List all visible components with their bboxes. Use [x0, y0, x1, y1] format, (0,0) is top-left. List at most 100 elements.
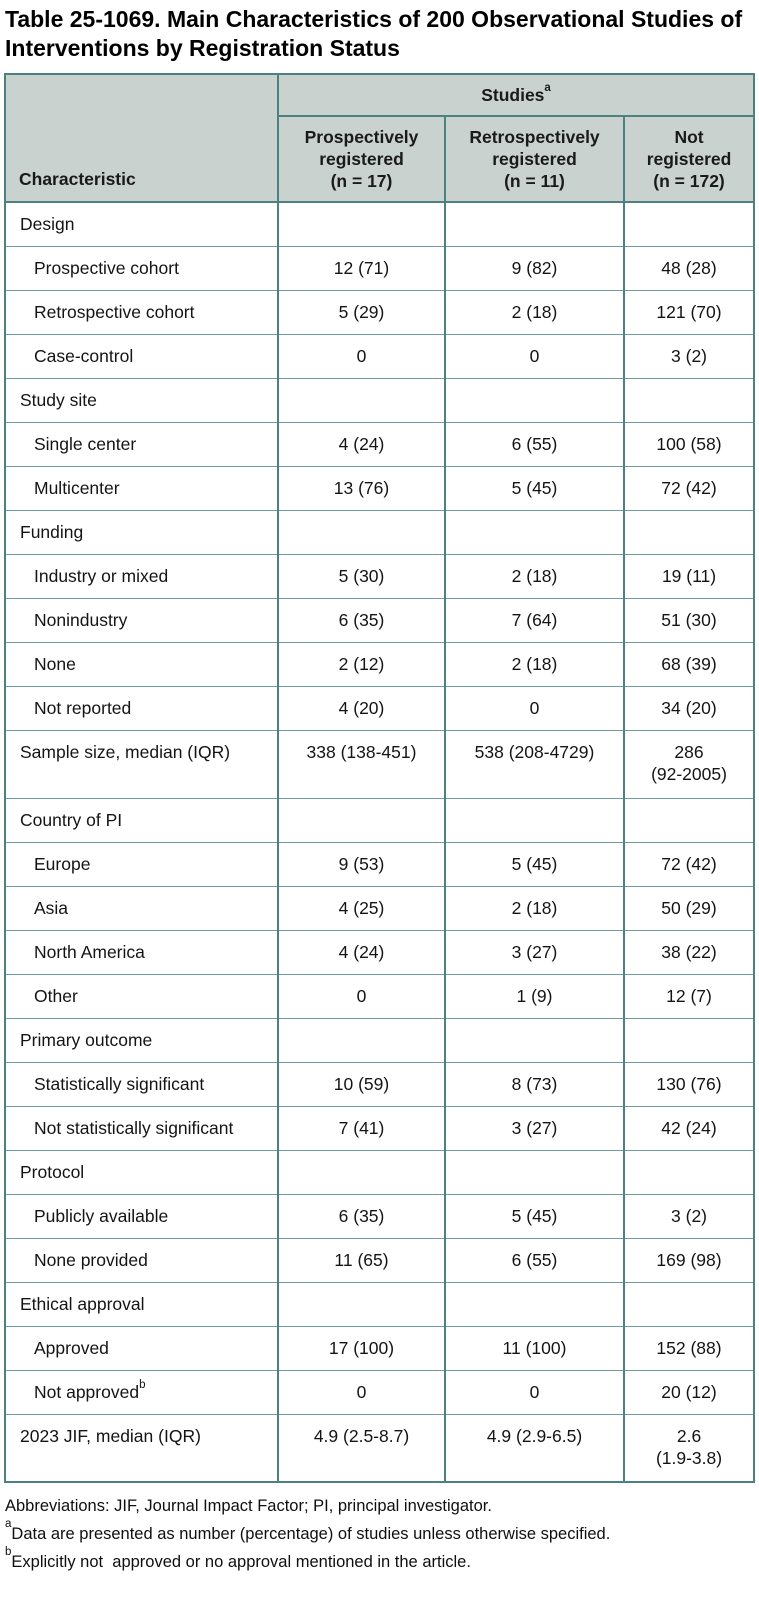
footnote-abbreviations: Abbreviations: JIF, Journal Impact Facto…	[5, 1497, 492, 1515]
cell-value	[444, 377, 625, 423]
row-label: Case-control	[4, 333, 279, 379]
table-row-nonindustry: Nonindustry 6 (35) 7 (64) 51 (30)	[4, 597, 756, 643]
table-row-statistically-significant: Statistically significant 10 (59) 8 (73)…	[4, 1061, 756, 1107]
cell-value: 9 (53)	[277, 841, 446, 887]
cell-value: 0	[277, 973, 446, 1019]
cell-value: 34 (20)	[622, 685, 756, 731]
cell-value: 2 (12)	[277, 641, 446, 687]
table-row-case-control: Case-control 0 0 3 (2)	[4, 333, 756, 379]
row-label: None	[4, 641, 279, 687]
footnote-marker-b-icon: b	[5, 1546, 12, 1558]
row-label: Industry or mixed	[4, 553, 279, 599]
row-label: Other	[4, 973, 279, 1019]
cell-value	[444, 1149, 625, 1195]
cell-value: 12 (7)	[622, 973, 756, 1019]
cell-value: 130 (76)	[622, 1061, 756, 1107]
cell-value: 4.9 (2.5-8.7)	[277, 1413, 446, 1483]
table-row-not-approved: Not approvedb 0 0 20 (12)	[4, 1369, 756, 1415]
table-row-primary-outcome: Primary outcome	[4, 1017, 756, 1063]
table-header: Characteristic Studiesa Prospectively re…	[4, 73, 756, 203]
cell-value: 0	[277, 333, 446, 379]
row-label: Not statistically significant	[4, 1105, 279, 1151]
table-row-ethical-approval: Ethical approval	[4, 1281, 756, 1327]
cell-value: 4.9 (2.9-6.5)	[444, 1413, 625, 1483]
cell-value	[444, 1017, 625, 1063]
table-row-protocol: Protocol	[4, 1149, 756, 1195]
cell-value: 3 (2)	[622, 1193, 756, 1239]
cell-value: 19 (11)	[622, 553, 756, 599]
cell-value: 2 (18)	[444, 885, 625, 931]
footnote-marker-b-icon: b	[139, 1378, 146, 1391]
cell-value	[444, 1281, 625, 1327]
table-row-sample-size: Sample size, median (IQR) 338 (138-451) …	[4, 729, 756, 799]
row-label: Multicenter	[4, 465, 279, 511]
cell-value: 50 (29)	[622, 885, 756, 931]
cell-value: 48 (28)	[622, 245, 756, 291]
column-header-retrospectively-registered: Retrospectively registered (n = 11)	[444, 115, 625, 203]
table-row-country-of-pi: Country of PI	[4, 797, 756, 843]
table-row-not-statistically-significant: Not statistically significant 7 (41) 3 (…	[4, 1105, 756, 1151]
cell-value: 4 (24)	[277, 929, 446, 975]
table-row-study-site: Study site	[4, 377, 756, 423]
table-row-industry-or-mixed: Industry or mixed 5 (30) 2 (18) 19 (11)	[4, 553, 756, 599]
cell-value: 42 (24)	[622, 1105, 756, 1151]
cell-value: 5 (45)	[444, 1193, 625, 1239]
cell-value: 20 (12)	[622, 1369, 756, 1415]
table-body: Design Prospective cohort 12 (71) 9 (82)…	[4, 201, 756, 1483]
cell-value: 1 (9)	[444, 973, 625, 1019]
cell-value: 286 (92-2005)	[622, 729, 756, 799]
table-row-none-provided: None provided 11 (65) 6 (55) 169 (98)	[4, 1237, 756, 1283]
table-footnotes: Abbreviations: JIF, Journal Impact Facto…	[5, 1492, 755, 1576]
cell-value: 3 (2)	[622, 333, 756, 379]
row-label: Design	[4, 201, 279, 247]
row-label: Single center	[4, 421, 279, 467]
row-label: Protocol	[4, 1149, 279, 1195]
table-row-none-funding: None 2 (12) 2 (18) 68 (39)	[4, 641, 756, 687]
cell-value: 3 (27)	[444, 929, 625, 975]
table-title: Table 25-1069. Main Characteristics of 2…	[5, 6, 743, 61]
cell-value: 2.6 (1.9-3.8)	[622, 1413, 756, 1483]
cell-value: 5 (45)	[444, 465, 625, 511]
table-row-europe: Europe 9 (53) 5 (45) 72 (42)	[4, 841, 756, 887]
sub-header-row: Prospectively registered (n = 17) Retros…	[5, 115, 756, 203]
cell-value	[622, 377, 756, 423]
cell-value	[622, 1017, 756, 1063]
cell-value	[277, 1017, 446, 1063]
cell-value: 72 (42)	[622, 465, 756, 511]
row-label: Funding	[4, 509, 279, 555]
cell-value: 4 (24)	[277, 421, 446, 467]
cell-value: 2 (18)	[444, 289, 625, 335]
group-header-row: Characteristic Studiesa	[4, 73, 756, 203]
cell-value: 121 (70)	[622, 289, 756, 335]
table-row-publicly-available: Publicly available 6 (35) 5 (45) 3 (2)	[4, 1193, 756, 1239]
row-label: Approved	[4, 1325, 279, 1371]
column-header-not-registered: Not registered (n = 172)	[622, 115, 756, 203]
column-header-characteristic: Characteristic	[4, 73, 279, 203]
cell-value: 3 (27)	[444, 1105, 625, 1151]
cell-value	[622, 509, 756, 555]
cell-value: 169 (98)	[622, 1237, 756, 1283]
cell-value: 17 (100)	[277, 1325, 446, 1371]
footnote-a-text: Data are presented as number (percentage…	[11, 1525, 611, 1543]
table-row-multicenter: Multicenter 13 (76) 5 (45) 72 (42)	[4, 465, 756, 511]
characteristics-table: Characteristic Studiesa Prospectively re…	[4, 73, 756, 1483]
cell-value	[277, 797, 446, 843]
cell-value: 12 (71)	[277, 245, 446, 291]
column-header-prospectively-registered: Prospectively registered (n = 17)	[277, 115, 446, 203]
row-label: 2023 JIF, median (IQR)	[4, 1413, 279, 1483]
cell-value: 0	[277, 1369, 446, 1415]
table-row-retrospective-cohort: Retrospective cohort 5 (29) 2 (18) 121 (…	[4, 289, 756, 335]
cell-value	[622, 1281, 756, 1327]
cell-value: 68 (39)	[622, 641, 756, 687]
row-label: North America	[4, 929, 279, 975]
cell-value: 100 (58)	[622, 421, 756, 467]
cell-value: 11 (100)	[444, 1325, 625, 1371]
cell-value: 10 (59)	[277, 1061, 446, 1107]
cell-value: 8 (73)	[444, 1061, 625, 1107]
table-row-not-reported: Not reported 4 (20) 0 34 (20)	[4, 685, 756, 731]
cell-value: 538 (208-4729)	[444, 729, 625, 799]
cell-value: 72 (42)	[622, 841, 756, 887]
row-label: Retrospective cohort	[4, 289, 279, 335]
footnote-b: bExplicitly not approved or no approval …	[5, 1546, 755, 1576]
cell-value	[444, 509, 625, 555]
